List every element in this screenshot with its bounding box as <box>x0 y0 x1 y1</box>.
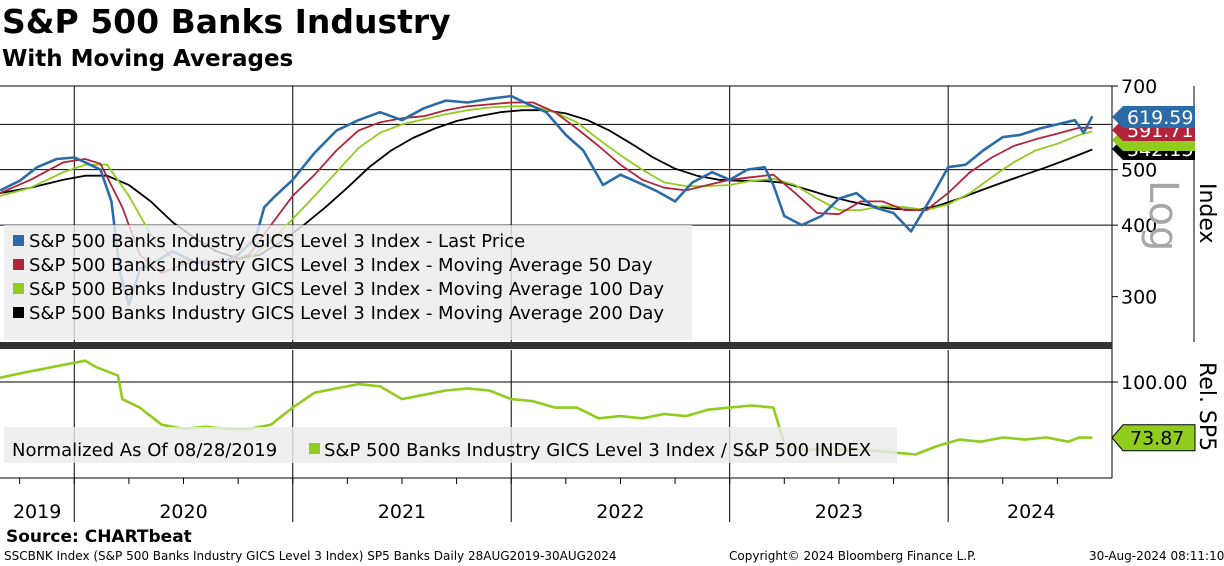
chart-subtitle: With Moving Averages <box>2 46 294 72</box>
legend-entry: S&P 500 Banks Industry GICS Level 3 Inde… <box>29 279 664 300</box>
panel-divider <box>0 342 1112 349</box>
label-layer: 700 500 400 300 100.00 Index Log Rel. SP5 2019 20… <box>13 76 1219 523</box>
chart-title: S&P 500 Banks Industry <box>2 2 451 41</box>
legend: S&P 500 Banks Industry GICS Level 3 Inde… <box>4 225 692 340</box>
y-tick-label: 500 <box>1121 160 1157 182</box>
value-label-0: 619.59 <box>1112 106 1195 129</box>
y-tick-label: 300 <box>1121 287 1157 309</box>
normalization-note: Normalized As Of 08/28/2019 <box>12 440 277 461</box>
relative-value-label: 73.87 <box>1111 424 1196 452</box>
relative-value-label-text: 73.87 <box>1130 428 1184 450</box>
x-tick-label: 2022 <box>596 501 644 523</box>
y-axis-title: Index <box>1194 183 1219 244</box>
legend-entry: S&P 500 Banks Industry GICS Level 3 Inde… <box>29 303 664 324</box>
relative-legend-box <box>4 427 897 463</box>
legend-swatch <box>13 283 24 294</box>
source-note: Source: CHARTbeat <box>6 527 192 547</box>
value-label-box <box>1112 106 1195 128</box>
legend-swatch <box>13 259 24 270</box>
log-scale-label: Log <box>1140 180 1186 251</box>
relative-legend-entry: S&P 500 Banks Industry GICS Level 3 Inde… <box>324 440 871 461</box>
copyright-note: Copyright© 2024 Bloomberg Finance L.P. <box>729 549 977 563</box>
legend-box <box>4 225 692 340</box>
relative-legend-swatch <box>309 443 320 454</box>
legend-entry: S&P 500 Banks Industry GICS Level 3 Inde… <box>29 255 653 276</box>
legend-layer: S&P 500 Banks Industry GICS Level 3 Inde… <box>4 225 897 463</box>
x-tick-label: 2023 <box>815 501 863 523</box>
legend-swatch <box>13 307 24 318</box>
x-tick-label: 2021 <box>378 501 426 523</box>
legend-swatch <box>13 235 24 246</box>
ticker-line: SSCBNK Index (S&P 500 Banks Industry GIC… <box>4 549 617 563</box>
relative-axis-title: Rel. SP5 <box>1194 362 1219 451</box>
relative-series-line-0 <box>0 359 1093 456</box>
legend-entry: S&P 500 Banks Industry GICS Level 3 Inde… <box>29 231 525 252</box>
x-tick-label: 2019 <box>13 501 61 523</box>
value-label-text: 619.59 <box>1127 107 1193 129</box>
relative-legend: Normalized As Of 08/28/2019 S&P 500 Banks… <box>4 427 897 463</box>
relative-y-tick-label: 100.00 <box>1121 372 1187 394</box>
timestamp: 30-Aug-2024 08:11:10 <box>1089 549 1224 563</box>
y-tick-label: 400 <box>1121 215 1157 237</box>
relative-value-label-box <box>1111 424 1196 452</box>
x-tick-label: 2020 <box>159 501 207 523</box>
x-tick-label: 2024 <box>1007 501 1055 523</box>
y-tick-label: 700 <box>1121 76 1157 98</box>
